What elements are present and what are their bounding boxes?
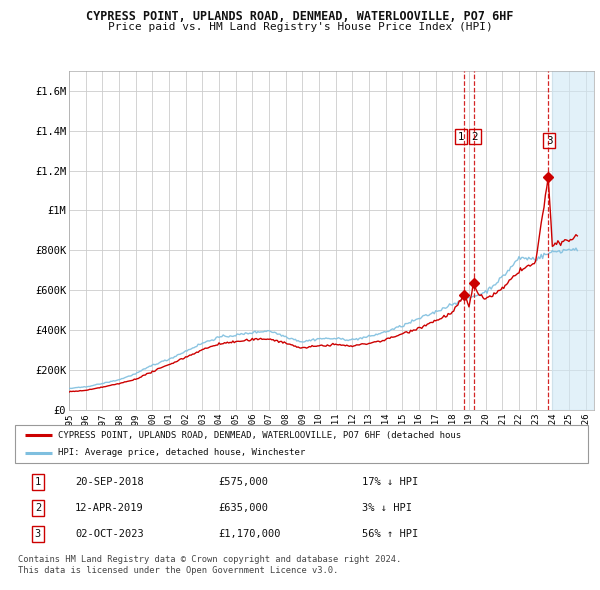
Text: £635,000: £635,000 xyxy=(218,503,268,513)
Text: 20-SEP-2018: 20-SEP-2018 xyxy=(75,477,144,487)
Text: 02-OCT-2023: 02-OCT-2023 xyxy=(75,529,144,539)
FancyBboxPatch shape xyxy=(15,425,588,463)
Text: CYPRESS POINT, UPLANDS ROAD, DENMEAD, WATERLOOVILLE, PO7 6HF: CYPRESS POINT, UPLANDS ROAD, DENMEAD, WA… xyxy=(86,10,514,23)
Text: 3: 3 xyxy=(35,529,41,539)
Text: £575,000: £575,000 xyxy=(218,477,268,487)
Text: Price paid vs. HM Land Registry's House Price Index (HPI): Price paid vs. HM Land Registry's House … xyxy=(107,22,493,32)
Text: 3: 3 xyxy=(545,136,553,146)
Text: CYPRESS POINT, UPLANDS ROAD, DENMEAD, WATERLOOVILLE, PO7 6HF (detached hous: CYPRESS POINT, UPLANDS ROAD, DENMEAD, WA… xyxy=(58,431,461,440)
Text: 1: 1 xyxy=(35,477,41,487)
Text: This data is licensed under the Open Government Licence v3.0.: This data is licensed under the Open Gov… xyxy=(18,566,338,575)
Text: £1,170,000: £1,170,000 xyxy=(218,529,281,539)
Text: 56% ↑ HPI: 56% ↑ HPI xyxy=(362,529,418,539)
Text: 3% ↓ HPI: 3% ↓ HPI xyxy=(362,503,412,513)
Text: 1: 1 xyxy=(457,132,464,142)
Text: Contains HM Land Registry data © Crown copyright and database right 2024.: Contains HM Land Registry data © Crown c… xyxy=(18,555,401,563)
Text: 12-APR-2019: 12-APR-2019 xyxy=(75,503,144,513)
Text: 2: 2 xyxy=(35,503,41,513)
Text: 17% ↓ HPI: 17% ↓ HPI xyxy=(362,477,418,487)
Bar xyxy=(553,71,594,410)
Text: HPI: Average price, detached house, Winchester: HPI: Average price, detached house, Winc… xyxy=(58,448,305,457)
Text: 2: 2 xyxy=(472,132,478,142)
